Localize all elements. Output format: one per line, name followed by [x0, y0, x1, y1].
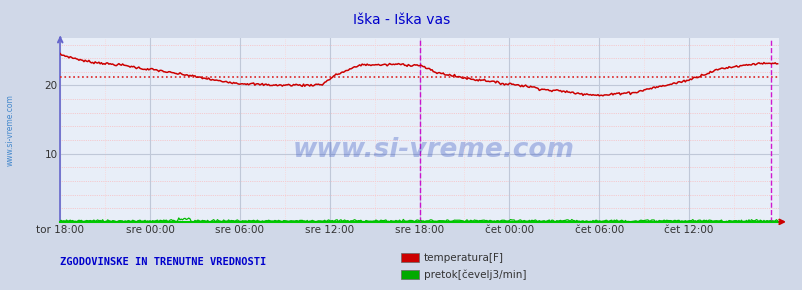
Text: temperatura[F]: temperatura[F]: [423, 253, 504, 262]
Text: pretok[čevelj3/min]: pretok[čevelj3/min]: [423, 269, 526, 280]
Text: ZGODOVINSKE IN TRENUTNE VREDNOSTI: ZGODOVINSKE IN TRENUTNE VREDNOSTI: [60, 257, 266, 267]
Text: www.si-vreme.com: www.si-vreme.com: [293, 137, 574, 163]
Text: Iška - Iška vas: Iška - Iška vas: [352, 13, 450, 27]
Text: www.si-vreme.com: www.si-vreme.com: [6, 95, 15, 166]
